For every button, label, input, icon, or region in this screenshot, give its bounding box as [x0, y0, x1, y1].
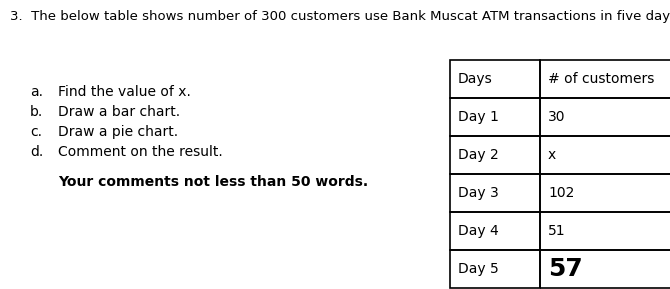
Text: x: x: [548, 148, 556, 162]
Bar: [540, 174, 670, 212]
Bar: [450, 174, 540, 212]
Bar: [450, 98, 540, 136]
Bar: [540, 250, 670, 288]
Bar: [450, 136, 540, 174]
Text: Day 3: Day 3: [458, 186, 498, 200]
Text: 102: 102: [548, 186, 574, 200]
Text: Find the value of x.: Find the value of x.: [58, 85, 191, 99]
Text: Day 2: Day 2: [458, 148, 498, 162]
Text: d.: d.: [30, 145, 44, 159]
Bar: [450, 212, 540, 250]
Text: Draw a bar chart.: Draw a bar chart.: [58, 105, 180, 119]
Text: # of customers: # of customers: [548, 72, 655, 86]
Bar: [450, 60, 540, 98]
Bar: [540, 98, 670, 136]
Text: a.: a.: [30, 85, 43, 99]
Bar: [540, 136, 670, 174]
Text: c.: c.: [30, 125, 42, 139]
Text: Day 1: Day 1: [458, 110, 499, 124]
Text: Day 4: Day 4: [458, 224, 498, 238]
Text: b.: b.: [30, 105, 44, 119]
Text: 57: 57: [548, 257, 583, 281]
Text: Draw a pie chart.: Draw a pie chart.: [58, 125, 178, 139]
Text: Your comments not less than 50 words.: Your comments not less than 50 words.: [58, 175, 368, 189]
Text: 3.  The below table shows number of 300 customers use Bank Muscat ATM transactio: 3. The below table shows number of 300 c…: [10, 10, 670, 23]
Text: Comment on the result.: Comment on the result.: [58, 145, 222, 159]
Text: 30: 30: [548, 110, 565, 124]
Bar: [450, 250, 540, 288]
Bar: [540, 212, 670, 250]
Text: Days: Days: [458, 72, 492, 86]
Bar: [540, 60, 670, 98]
Text: Day 5: Day 5: [458, 262, 498, 276]
Text: 51: 51: [548, 224, 565, 238]
